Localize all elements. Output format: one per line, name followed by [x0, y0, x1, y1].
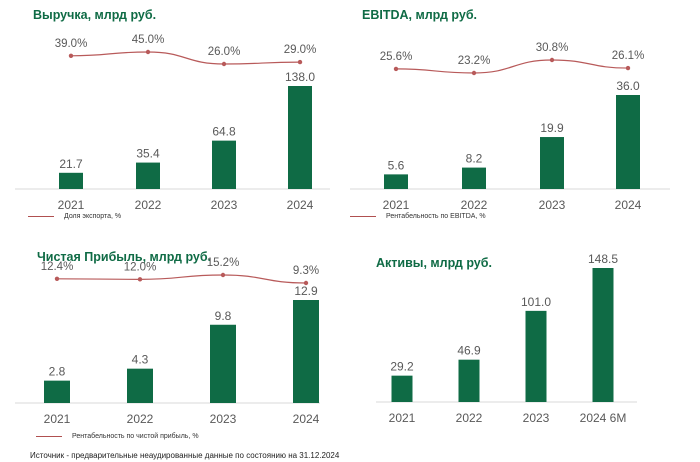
bar — [293, 300, 319, 403]
bar-value-label: 4.3 — [132, 353, 149, 367]
x-tick-label: 2021 — [389, 411, 416, 425]
line-value-label: 25.6% — [380, 51, 413, 63]
line-point — [625, 65, 631, 71]
line-point — [221, 61, 227, 67]
bar — [288, 86, 312, 189]
ebitda-legend: Рентабельность по EBITDA, % — [350, 213, 486, 220]
line-point — [54, 276, 60, 281]
bar — [127, 368, 153, 403]
legend-line-icon — [350, 216, 376, 217]
line-point — [303, 280, 309, 286]
bar — [384, 174, 408, 189]
line-point — [471, 70, 477, 76]
x-tick-label: 2024 6M — [580, 411, 627, 425]
x-tick-label: 2022 — [456, 411, 483, 425]
legend-line-icon — [28, 216, 54, 217]
x-tick-label: 2024 — [293, 412, 320, 426]
bar — [616, 95, 640, 189]
bar-value-label: 2.8 — [49, 365, 66, 379]
net-profit-legend: Рентабельность по чистой прибыль, % — [36, 433, 199, 440]
bar-value-label: 21.7 — [59, 157, 83, 171]
bar — [540, 137, 564, 189]
x-tick-label: 2024 — [287, 198, 314, 212]
revenue-legend: Доля экспорта, % — [28, 213, 121, 220]
ebitda-legend-label: Рентабельность по EBITDA, % — [386, 213, 486, 220]
line-point — [549, 57, 555, 63]
x-tick-label: 2022 — [127, 412, 154, 426]
x-tick-label: 2021 — [44, 412, 71, 426]
bar — [136, 162, 160, 189]
bar-value-label: 148.5 — [588, 252, 618, 266]
x-tick-label: 2023 — [523, 411, 550, 425]
bar-value-label: 8.2 — [466, 152, 483, 166]
line-series — [56, 274, 307, 284]
x-tick-label: 2023 — [210, 412, 237, 426]
line-value-label: 45.0% — [132, 34, 165, 46]
assets-chart: 29.2 2021 46.9 2022 101.0 2023 148.5 2024 6M — [376, 252, 637, 425]
line-point — [297, 59, 303, 65]
bar-value-label: 36.0 — [616, 79, 640, 93]
x-tick-label: 2021 — [383, 198, 410, 212]
net-profit-chart: 2.8 2021 4.3 2022 9.8 2023 12.9 2024 12.4% 12.0% 1… — [15, 257, 320, 426]
bar-value-label: 12.9 — [294, 284, 318, 298]
line-value-label: 15.2% — [207, 257, 240, 269]
line-value-label: 26.1% — [612, 50, 645, 62]
bar-value-label: 19.9 — [540, 121, 564, 135]
bar-value-label: 5.6 — [388, 158, 405, 172]
revenue-legend-label: Доля экспорта, % — [64, 213, 122, 220]
bar — [462, 167, 486, 189]
ebitda-chart: 5.6 2021 8.2 2022 19.9 2023 36.0 2024 25.6% 23.2%… — [350, 42, 670, 212]
revenue-title: Выручка, млрд руб. — [33, 8, 157, 22]
bar — [59, 172, 83, 189]
line-value-label: 39.0% — [55, 38, 88, 50]
bar-value-label: 101.0 — [521, 295, 551, 309]
x-tick-label: 2023 — [539, 198, 566, 212]
line-series — [395, 59, 629, 74]
line-value-label: 29.0% — [284, 44, 317, 56]
x-tick-label: 2022 — [135, 198, 162, 212]
ebitda-title: EBITDA, млрд руб. — [362, 8, 478, 22]
x-tick-label: 2021 — [58, 198, 85, 212]
line-point — [393, 66, 399, 72]
net-profit-title: Чистая Прибыль, млрд руб. — [37, 250, 212, 264]
line-value-label: 23.2% — [458, 55, 491, 67]
x-tick-label: 2024 — [615, 198, 642, 212]
bar — [592, 268, 614, 402]
bar — [458, 359, 480, 402]
line-value-label: 26.0% — [208, 46, 241, 58]
x-tick-label: 2022 — [461, 198, 488, 212]
revenue-chart: 21.7 2021 35.4 2022 64.8 2023 138.0 2024 39.0% 45… — [15, 34, 330, 212]
bar — [210, 324, 236, 403]
line-value-label: 9.3% — [293, 265, 319, 277]
bar-value-label: 9.8 — [215, 309, 232, 323]
line-value-label: 12.0% — [124, 261, 157, 273]
bar-value-label: 35.4 — [136, 147, 160, 161]
net-profit-legend-label: Рентабельность по чистой прибыль, % — [72, 433, 199, 440]
bar-value-label: 29.2 — [390, 360, 414, 374]
line-point — [145, 49, 151, 55]
bar-value-label: 138.0 — [285, 70, 315, 84]
bar-value-label: 64.8 — [212, 125, 236, 139]
assets-title: Активы, млрд руб. — [376, 256, 492, 270]
line-point — [68, 53, 74, 58]
line-series — [70, 51, 301, 65]
line-value-label: 12.4% — [41, 261, 74, 273]
bar — [525, 310, 547, 402]
bar — [212, 140, 236, 189]
legend-line-icon — [36, 436, 62, 437]
bar — [44, 380, 70, 403]
x-tick-label: 2023 — [211, 198, 238, 212]
bar — [391, 375, 413, 402]
line-point — [137, 277, 143, 282]
line-value-label: 30.8% — [536, 42, 569, 54]
bar-value-label: 46.9 — [457, 344, 481, 358]
line-point — [220, 272, 226, 278]
source-note: Источник - предварительные неаудированны… — [30, 451, 340, 460]
